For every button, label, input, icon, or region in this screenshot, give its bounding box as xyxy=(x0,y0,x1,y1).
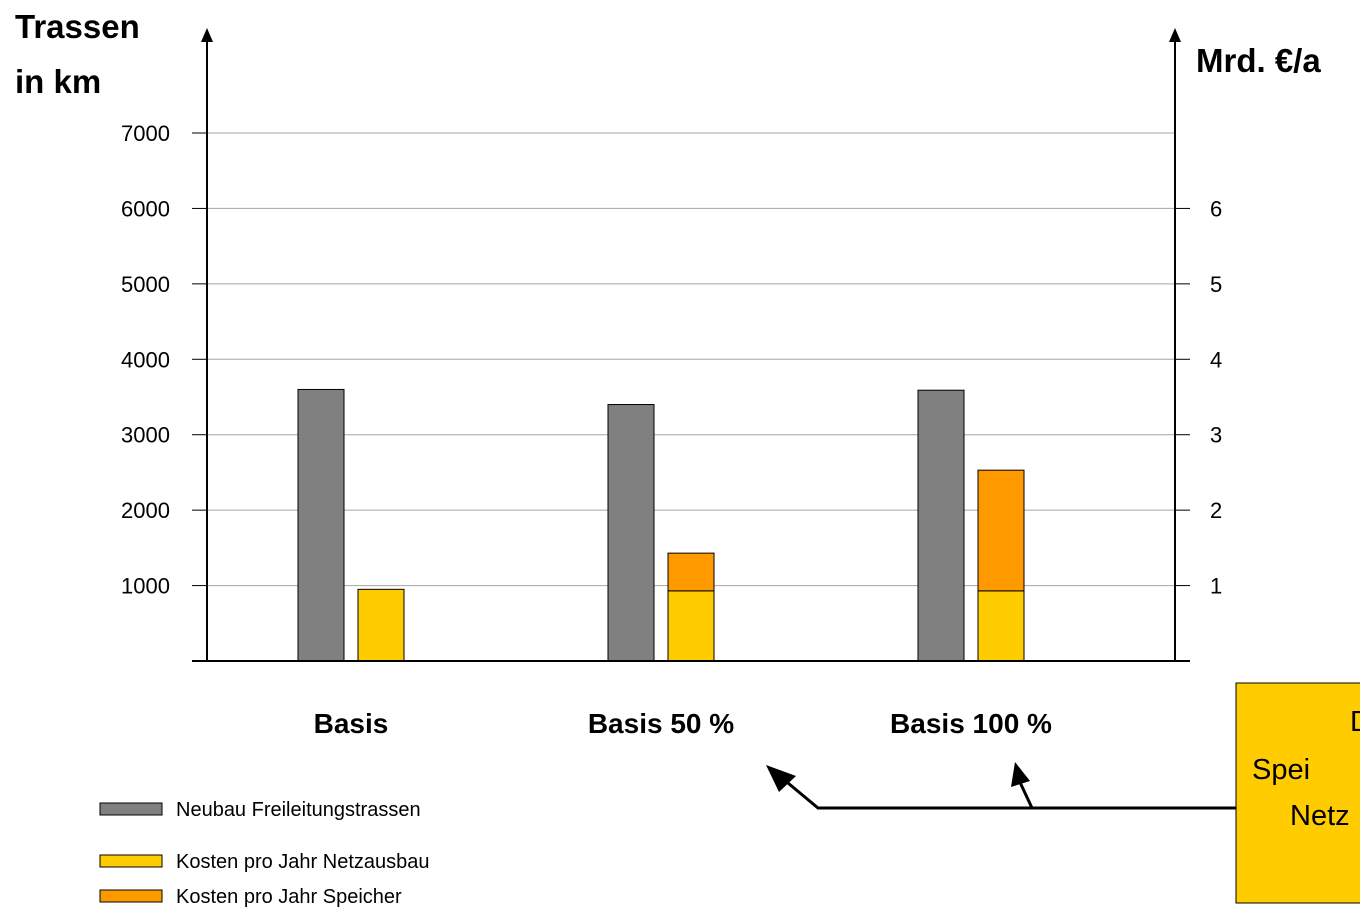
category-label: Basis 50 % xyxy=(588,708,734,739)
bar-neubau xyxy=(297,388,345,662)
y-left-title-line1: Trassen xyxy=(15,8,140,45)
bar-speicher xyxy=(977,469,1025,592)
bar-neubau xyxy=(917,389,965,662)
gridlines xyxy=(207,132,1175,587)
legend-swatch xyxy=(99,889,163,903)
y-right-title: Mrd. €/a xyxy=(1196,42,1321,79)
left-tick-label: 6000 xyxy=(121,196,170,221)
legend-label: Kosten pro Jahr Netzausbau xyxy=(176,851,430,873)
y-left-title-line2: in km xyxy=(15,63,101,100)
category-labels: Basis Basis 50 % Basis 100 % xyxy=(314,708,1052,739)
category-label: Basis xyxy=(314,708,389,739)
callout-line-3: Netz xyxy=(1290,800,1350,832)
left-tick-label: 1000 xyxy=(121,574,170,599)
bar-netzausbau xyxy=(977,590,1025,662)
axes xyxy=(192,28,1190,662)
callout-line-2: Spei xyxy=(1252,754,1310,786)
legend: Neubau Freileitungstrassen Kosten pro Jah… xyxy=(99,799,430,908)
left-axis-arrow xyxy=(201,28,213,42)
right-tick-label: 6 xyxy=(1210,196,1222,221)
legend-swatch xyxy=(99,854,163,868)
right-tick-label: 3 xyxy=(1210,423,1222,448)
right-axis-arrow xyxy=(1169,28,1181,42)
bar-speicher xyxy=(667,552,715,592)
bar-netzausbau xyxy=(357,588,405,662)
category-label: Basis 100 % xyxy=(890,708,1052,739)
legend-swatch xyxy=(99,802,163,816)
right-tick-label: 4 xyxy=(1210,347,1222,372)
bars xyxy=(297,388,1025,662)
arrowhead-basis-50 xyxy=(766,765,796,792)
callout-arrows xyxy=(766,762,1236,810)
tick-labels: 1000 2000 3000 4000 5000 6000 7000 1 2 3 4 5 6 xyxy=(121,121,1222,599)
arrowhead-basis-100 xyxy=(1011,762,1030,787)
left-tick-label: 4000 xyxy=(121,347,170,372)
right-tick-label: 5 xyxy=(1210,272,1222,297)
callout-box: D Spei Netz xyxy=(1235,682,1360,904)
legend-label: Kosten pro Jahr Speicher xyxy=(176,886,402,908)
callout-line-1: D xyxy=(1350,706,1360,738)
callout-background xyxy=(1235,682,1360,904)
bar-neubau xyxy=(607,404,655,662)
right-tick-label: 1 xyxy=(1210,574,1222,599)
callout-connector-line xyxy=(769,766,1236,810)
left-tick-label: 5000 xyxy=(121,272,170,297)
bar-netzausbau xyxy=(667,590,715,662)
legend-label: Neubau Freileitungstrassen xyxy=(176,799,421,821)
left-tick-label: 3000 xyxy=(121,423,170,448)
left-tick-label: 2000 xyxy=(121,498,170,523)
left-tick-label: 7000 xyxy=(121,121,170,146)
right-tick-label: 2 xyxy=(1210,498,1222,523)
